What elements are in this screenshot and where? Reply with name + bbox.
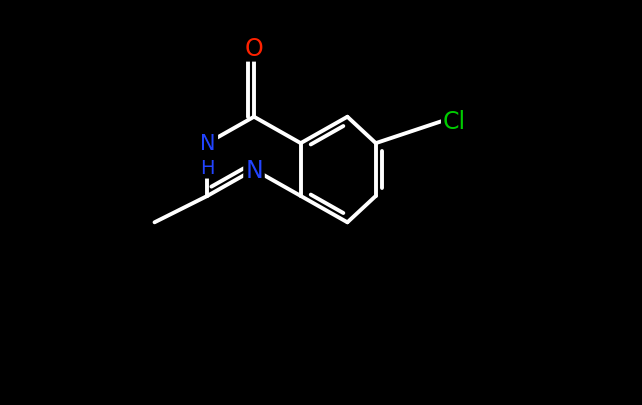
Text: H: H <box>200 159 214 177</box>
Text: N: N <box>245 158 263 182</box>
Text: N: N <box>198 132 216 156</box>
Text: O: O <box>245 36 263 61</box>
Text: N: N <box>200 134 215 154</box>
Text: Cl: Cl <box>443 109 466 134</box>
